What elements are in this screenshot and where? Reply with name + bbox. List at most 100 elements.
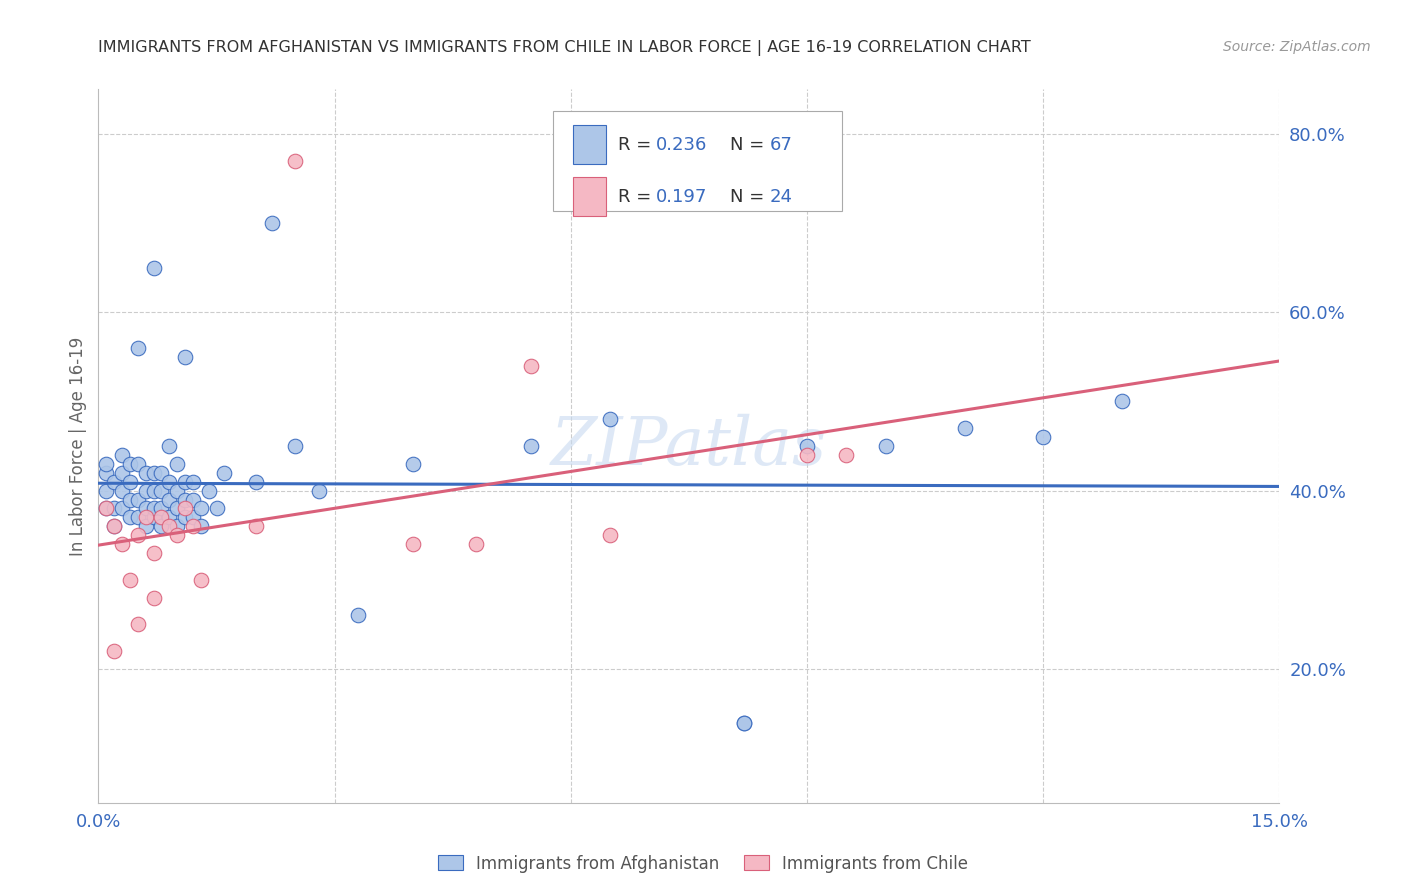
Bar [574,125,606,164]
Point [157,510,180,524]
Point [127,510,149,524]
Point [875,439,897,453]
Point [96,483,118,498]
Text: ZIPatlas: ZIPatlas [551,413,827,479]
Point [190,573,212,587]
Point [166,457,188,471]
Point [260,216,283,230]
Point [150,510,173,524]
Point [150,501,173,516]
Point [284,439,307,453]
Point [174,350,197,364]
Point [733,715,755,730]
Point [245,475,267,489]
Point [111,483,134,498]
Point [96,501,118,516]
Point [284,153,307,168]
Point [953,421,976,435]
Point [181,475,204,489]
Point [166,483,188,498]
Point [174,492,197,507]
Point [103,644,125,658]
Point [142,510,165,524]
Point [118,457,141,471]
Point [127,528,149,542]
Point [190,519,212,533]
Point [197,483,219,498]
Point [1032,430,1054,444]
Text: Source: ZipAtlas.com: Source: ZipAtlas.com [1223,40,1371,54]
Point [96,501,118,516]
Point [142,591,165,605]
Point [135,501,157,516]
Point [465,537,488,551]
Point [150,519,173,533]
Point [205,501,228,516]
Point [347,608,370,623]
Point [111,448,134,462]
Point [157,492,180,507]
Point [520,359,543,373]
Text: 0.236: 0.236 [655,136,707,153]
Text: 67: 67 [769,136,792,153]
Point [135,483,157,498]
Point [103,475,125,489]
Legend: Immigrants from Afghanistan, Immigrants from Chile: Immigrants from Afghanistan, Immigrants … [430,848,976,880]
Point [103,519,125,533]
Point [118,492,141,507]
Point [142,260,165,275]
Text: R =: R = [619,136,657,153]
Point [127,457,149,471]
Point [142,483,165,498]
Text: R =: R = [619,187,657,205]
Point [181,492,204,507]
Point [157,519,180,533]
Point [796,439,818,453]
Point [796,448,818,462]
Point [135,519,157,533]
Text: 0.197: 0.197 [655,187,707,205]
Point [181,510,204,524]
Point [174,501,197,516]
Point [157,439,180,453]
Point [135,466,157,480]
Point [127,341,149,355]
Point [402,457,425,471]
Text: IMMIGRANTS FROM AFGHANISTAN VS IMMIGRANTS FROM CHILE IN LABOR FORCE | AGE 16-19 : IMMIGRANTS FROM AFGHANISTAN VS IMMIGRANT… [98,40,1031,56]
Point [103,501,125,516]
Point [127,492,149,507]
Point [150,466,173,480]
Point [142,546,165,560]
Point [733,715,755,730]
Point [214,466,236,480]
Text: N =: N = [730,187,770,205]
Y-axis label: In Labor Force | Age 16-19: In Labor Force | Age 16-19 [69,336,87,556]
Point [142,501,165,516]
Point [190,501,212,516]
Text: 24: 24 [769,187,792,205]
Point [111,501,134,516]
Point [157,475,180,489]
Point [118,475,141,489]
Point [835,448,858,462]
Point [135,510,157,524]
Bar [574,177,606,216]
Point [96,466,118,480]
Point [127,617,149,632]
Point [520,439,543,453]
Point [111,537,134,551]
Point [111,466,134,480]
Point [96,457,118,471]
Point [150,483,173,498]
Point [308,483,330,498]
Point [103,519,125,533]
Point [166,519,188,533]
Point [174,475,197,489]
Point [1111,394,1133,409]
Point [118,510,141,524]
Point [166,501,188,516]
Point [118,573,141,587]
Point [245,519,267,533]
Point [599,528,621,542]
Point [142,466,165,480]
